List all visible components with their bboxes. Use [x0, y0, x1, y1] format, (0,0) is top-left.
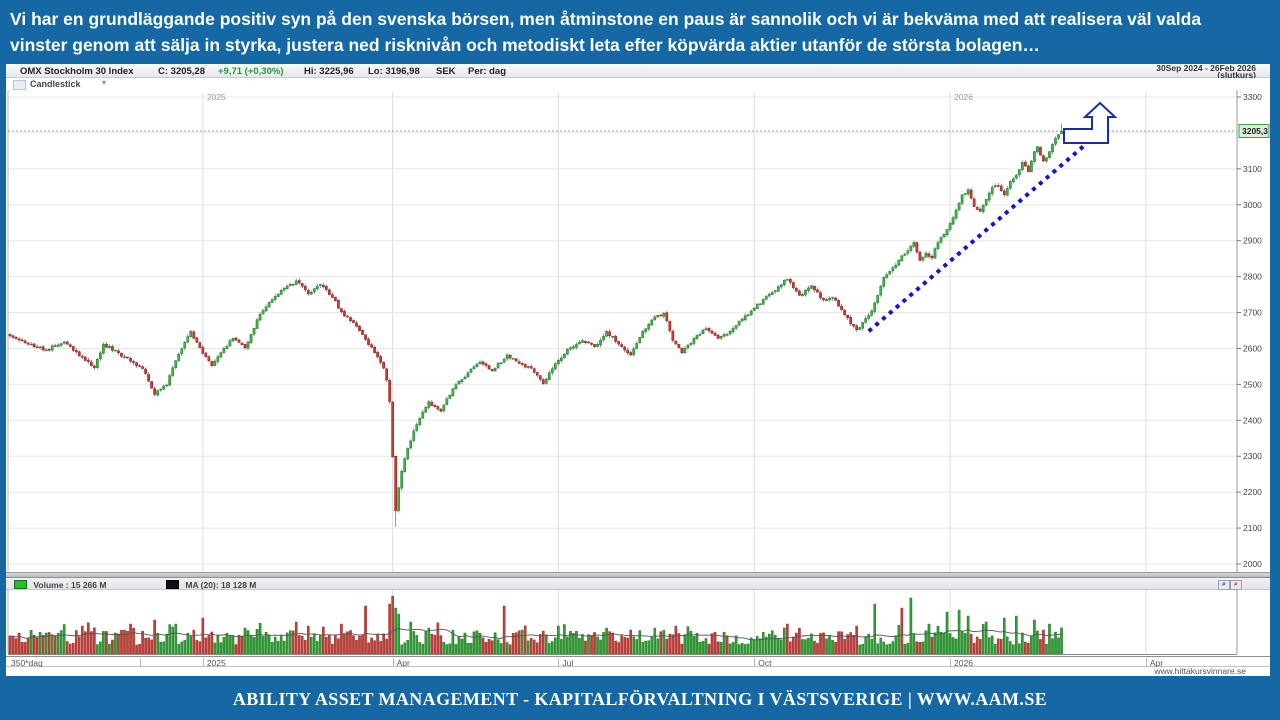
y-tick-label: 2600: [1243, 343, 1262, 353]
price-gridlines: [8, 92, 1237, 572]
volume-ma-line: [9, 627, 1062, 641]
volume-pane[interactable]: [6, 590, 1270, 656]
charttype-dropdown[interactable]: Candlestick: [30, 79, 81, 89]
y-tick-label: 3100: [1243, 164, 1262, 174]
currency-label: SEK: [436, 66, 456, 77]
y-tick-label: 2200: [1243, 487, 1262, 497]
last-price-badge: [1238, 124, 1270, 139]
chevron-down-icon[interactable]: ▾: [102, 78, 107, 87]
y-axis-labels: 3300 3100 3000 2900 2800 2700 2600 2500 2400 2300…: [1237, 92, 1262, 569]
y-tick-label: 2800: [1243, 272, 1262, 282]
volume-bars: [8, 595, 1063, 655]
year-label: 2026: [954, 92, 973, 102]
y-tick-label: 2000: [1243, 559, 1262, 569]
x-axis-label: 2025: [202, 658, 226, 668]
breakout-arrow-icon: [1063, 101, 1118, 144]
y-tick-label: 2300: [1243, 451, 1262, 461]
charttype-checkbox[interactable]: [13, 80, 26, 90]
y-tick-label: 2900: [1243, 236, 1262, 246]
candlestick-series: [8, 123, 1063, 527]
close-value: C: 3205,28: [158, 66, 206, 77]
date-range: 30Sep 2024 - 26Feb 2026 (slutkurs): [1156, 63, 1256, 80]
headline-line-2: vinster genom att sälja in styrka, juste…: [10, 35, 1040, 55]
volume-ma-value: MA (20): 18 128 M: [185, 580, 257, 590]
year-label: 2025: [207, 92, 226, 102]
low-value: Lo: 3196,98: [368, 66, 420, 77]
zoom-out-icon[interactable]: ⌕: [1230, 580, 1242, 590]
trendline: [867, 142, 1087, 333]
instrument-title: OMX Stockholm 30 Index: [20, 66, 134, 77]
y-tick-label: 3300: [1243, 92, 1262, 102]
chart-window: OMX Stockholm 30 Index C: 3205,28 +9,71 …: [6, 64, 1270, 676]
price-pane[interactable]: 2025 2026 3300 3100 3000 2900 2800 2700 2600 2500…: [6, 90, 1270, 572]
y-tick-label: 2400: [1243, 415, 1262, 425]
volume-swatch-icon: [14, 580, 27, 589]
watermark: www.hittakursvinnare.se: [6, 667, 1270, 676]
high-value: Hi: 3225,96: [304, 66, 354, 77]
change-value: +9,71 (+0,30%): [218, 66, 284, 77]
x-axis: 350*dag 2025 Apr Jul Oct 2026 Apr: [6, 656, 1270, 668]
chart-header: OMX Stockholm 30 Index C: 3205,28 +9,71 …: [6, 63, 1270, 80]
bottom-banner: ABILITY ASSET MANAGEMENT - KAPITALFÖRVAL…: [0, 676, 1280, 720]
x-axis-label: Apr: [1145, 658, 1163, 668]
y-tick-label: 2500: [1243, 379, 1262, 389]
x-axis-label: Jul: [558, 658, 573, 668]
volume-legend: Volume : 15 266 M MA (20): 18 128 M ⌕ ⌕: [6, 578, 1270, 590]
x-axis-label: Oct: [754, 658, 771, 668]
x-axis-label: 2026: [950, 658, 973, 668]
x-axis-label: Apr: [392, 658, 410, 668]
period-label: Per: dag: [468, 66, 507, 77]
date-range-text: 30Sep 2024 - 26Feb 2026: [1156, 63, 1256, 73]
ma-swatch-icon: [166, 580, 179, 589]
pane-splitter[interactable]: [6, 572, 1270, 578]
date-range-subtitle: (slutkurs): [1217, 69, 1256, 80]
top-banner: Vi har en grundläggande positiv syn på d…: [0, 0, 1280, 64]
y-tick-label: 2700: [1243, 308, 1262, 318]
chart-toolbar: Candlestick ▾: [6, 78, 1270, 90]
volume-value: Volume : 15 266 M: [33, 580, 107, 590]
last-price-text: 3205,3: [1242, 126, 1268, 136]
headline-line-1: Vi har en grundläggande positiv syn på d…: [10, 9, 1202, 29]
y-tick-label: 2100: [1243, 523, 1262, 533]
x-axis-period-box: 350*dag: [8, 658, 141, 668]
y-tick-label: 3000: [1243, 200, 1262, 210]
zoom-in-icon[interactable]: ⌕: [1218, 580, 1230, 590]
